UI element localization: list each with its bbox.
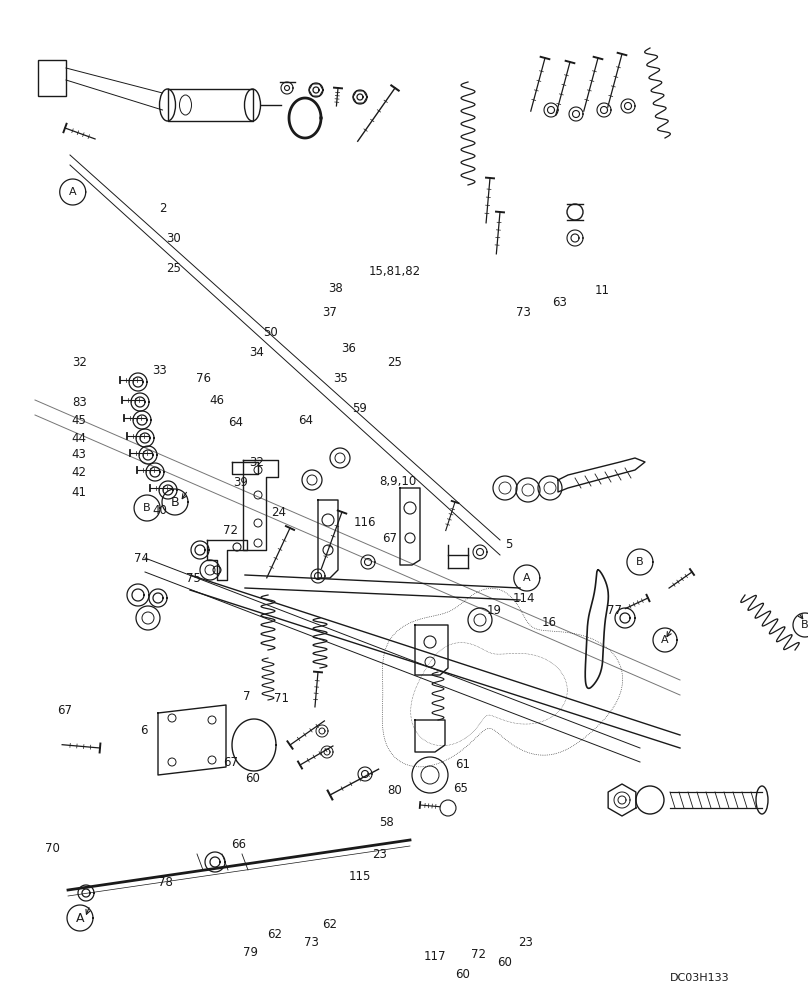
Text: 76: 76 bbox=[196, 371, 211, 384]
Text: 66: 66 bbox=[231, 838, 246, 852]
Text: 72: 72 bbox=[223, 524, 238, 536]
Text: 8,9,10: 8,9,10 bbox=[379, 476, 416, 488]
Text: 23: 23 bbox=[372, 848, 387, 861]
Text: 25: 25 bbox=[387, 356, 402, 368]
Text: 40: 40 bbox=[153, 504, 167, 516]
Text: 60: 60 bbox=[245, 772, 259, 784]
Text: 32: 32 bbox=[72, 356, 86, 368]
Text: A: A bbox=[661, 635, 669, 645]
Text: 74: 74 bbox=[134, 552, 149, 564]
Text: 32: 32 bbox=[250, 456, 264, 468]
Text: 50: 50 bbox=[263, 326, 278, 338]
Text: 36: 36 bbox=[342, 342, 356, 355]
Text: 35: 35 bbox=[334, 371, 348, 384]
Text: 67: 67 bbox=[223, 756, 238, 768]
Text: B: B bbox=[170, 495, 179, 508]
Text: B: B bbox=[802, 620, 808, 630]
Text: A: A bbox=[523, 573, 531, 583]
Text: 80: 80 bbox=[387, 784, 402, 796]
Text: 58: 58 bbox=[379, 816, 393, 828]
Text: 6: 6 bbox=[140, 724, 148, 736]
Text: 24: 24 bbox=[271, 506, 286, 518]
Text: 78: 78 bbox=[158, 876, 173, 888]
Text: 116: 116 bbox=[354, 516, 377, 528]
Text: A: A bbox=[69, 187, 77, 197]
Text: 59: 59 bbox=[352, 401, 367, 414]
Text: 73: 73 bbox=[516, 306, 531, 318]
Text: 43: 43 bbox=[72, 448, 86, 462]
Text: 60: 60 bbox=[498, 956, 512, 970]
Text: 33: 33 bbox=[153, 363, 167, 376]
Text: B: B bbox=[636, 557, 644, 567]
Text: 79: 79 bbox=[243, 946, 258, 960]
Text: 61: 61 bbox=[455, 758, 469, 772]
Text: 65: 65 bbox=[453, 782, 468, 794]
Text: 71: 71 bbox=[274, 692, 288, 704]
Text: 72: 72 bbox=[471, 948, 486, 962]
Text: 42: 42 bbox=[72, 466, 86, 479]
Text: 30: 30 bbox=[166, 232, 181, 244]
Text: 73: 73 bbox=[304, 936, 318, 948]
Text: 83: 83 bbox=[72, 395, 86, 408]
Text: 7: 7 bbox=[242, 690, 250, 702]
Text: 60: 60 bbox=[455, 968, 469, 982]
Text: B: B bbox=[143, 503, 151, 513]
Bar bbox=[38, 60, 66, 96]
Text: 64: 64 bbox=[298, 414, 313, 426]
Text: 38: 38 bbox=[328, 282, 343, 294]
Text: 41: 41 bbox=[72, 486, 86, 498]
Text: 67: 67 bbox=[57, 704, 72, 716]
Text: 45: 45 bbox=[72, 414, 86, 426]
Text: 70: 70 bbox=[45, 842, 60, 854]
Text: 75: 75 bbox=[187, 572, 201, 584]
Text: 115: 115 bbox=[348, 869, 371, 882]
Text: 25: 25 bbox=[166, 261, 181, 274]
Text: DC03H133: DC03H133 bbox=[670, 973, 730, 983]
Text: 23: 23 bbox=[518, 936, 532, 950]
Text: 44: 44 bbox=[72, 432, 86, 444]
Text: 117: 117 bbox=[423, 950, 446, 964]
Text: 114: 114 bbox=[512, 591, 535, 604]
Text: 67: 67 bbox=[382, 532, 397, 544]
Text: 11: 11 bbox=[595, 284, 609, 296]
Text: 34: 34 bbox=[250, 346, 264, 359]
Text: 64: 64 bbox=[229, 416, 243, 428]
Text: 37: 37 bbox=[322, 306, 337, 318]
Text: 19: 19 bbox=[487, 604, 502, 617]
Text: 62: 62 bbox=[267, 928, 282, 942]
Text: A: A bbox=[76, 912, 84, 924]
Text: 5: 5 bbox=[505, 538, 513, 552]
Text: 16: 16 bbox=[542, 615, 557, 629]
Text: 63: 63 bbox=[552, 296, 566, 308]
Text: 2: 2 bbox=[159, 202, 167, 215]
Text: 62: 62 bbox=[322, 918, 337, 932]
Text: 39: 39 bbox=[234, 476, 248, 488]
Text: 46: 46 bbox=[209, 393, 224, 406]
Text: 77: 77 bbox=[607, 603, 621, 616]
Text: 15,81,82: 15,81,82 bbox=[368, 265, 420, 278]
